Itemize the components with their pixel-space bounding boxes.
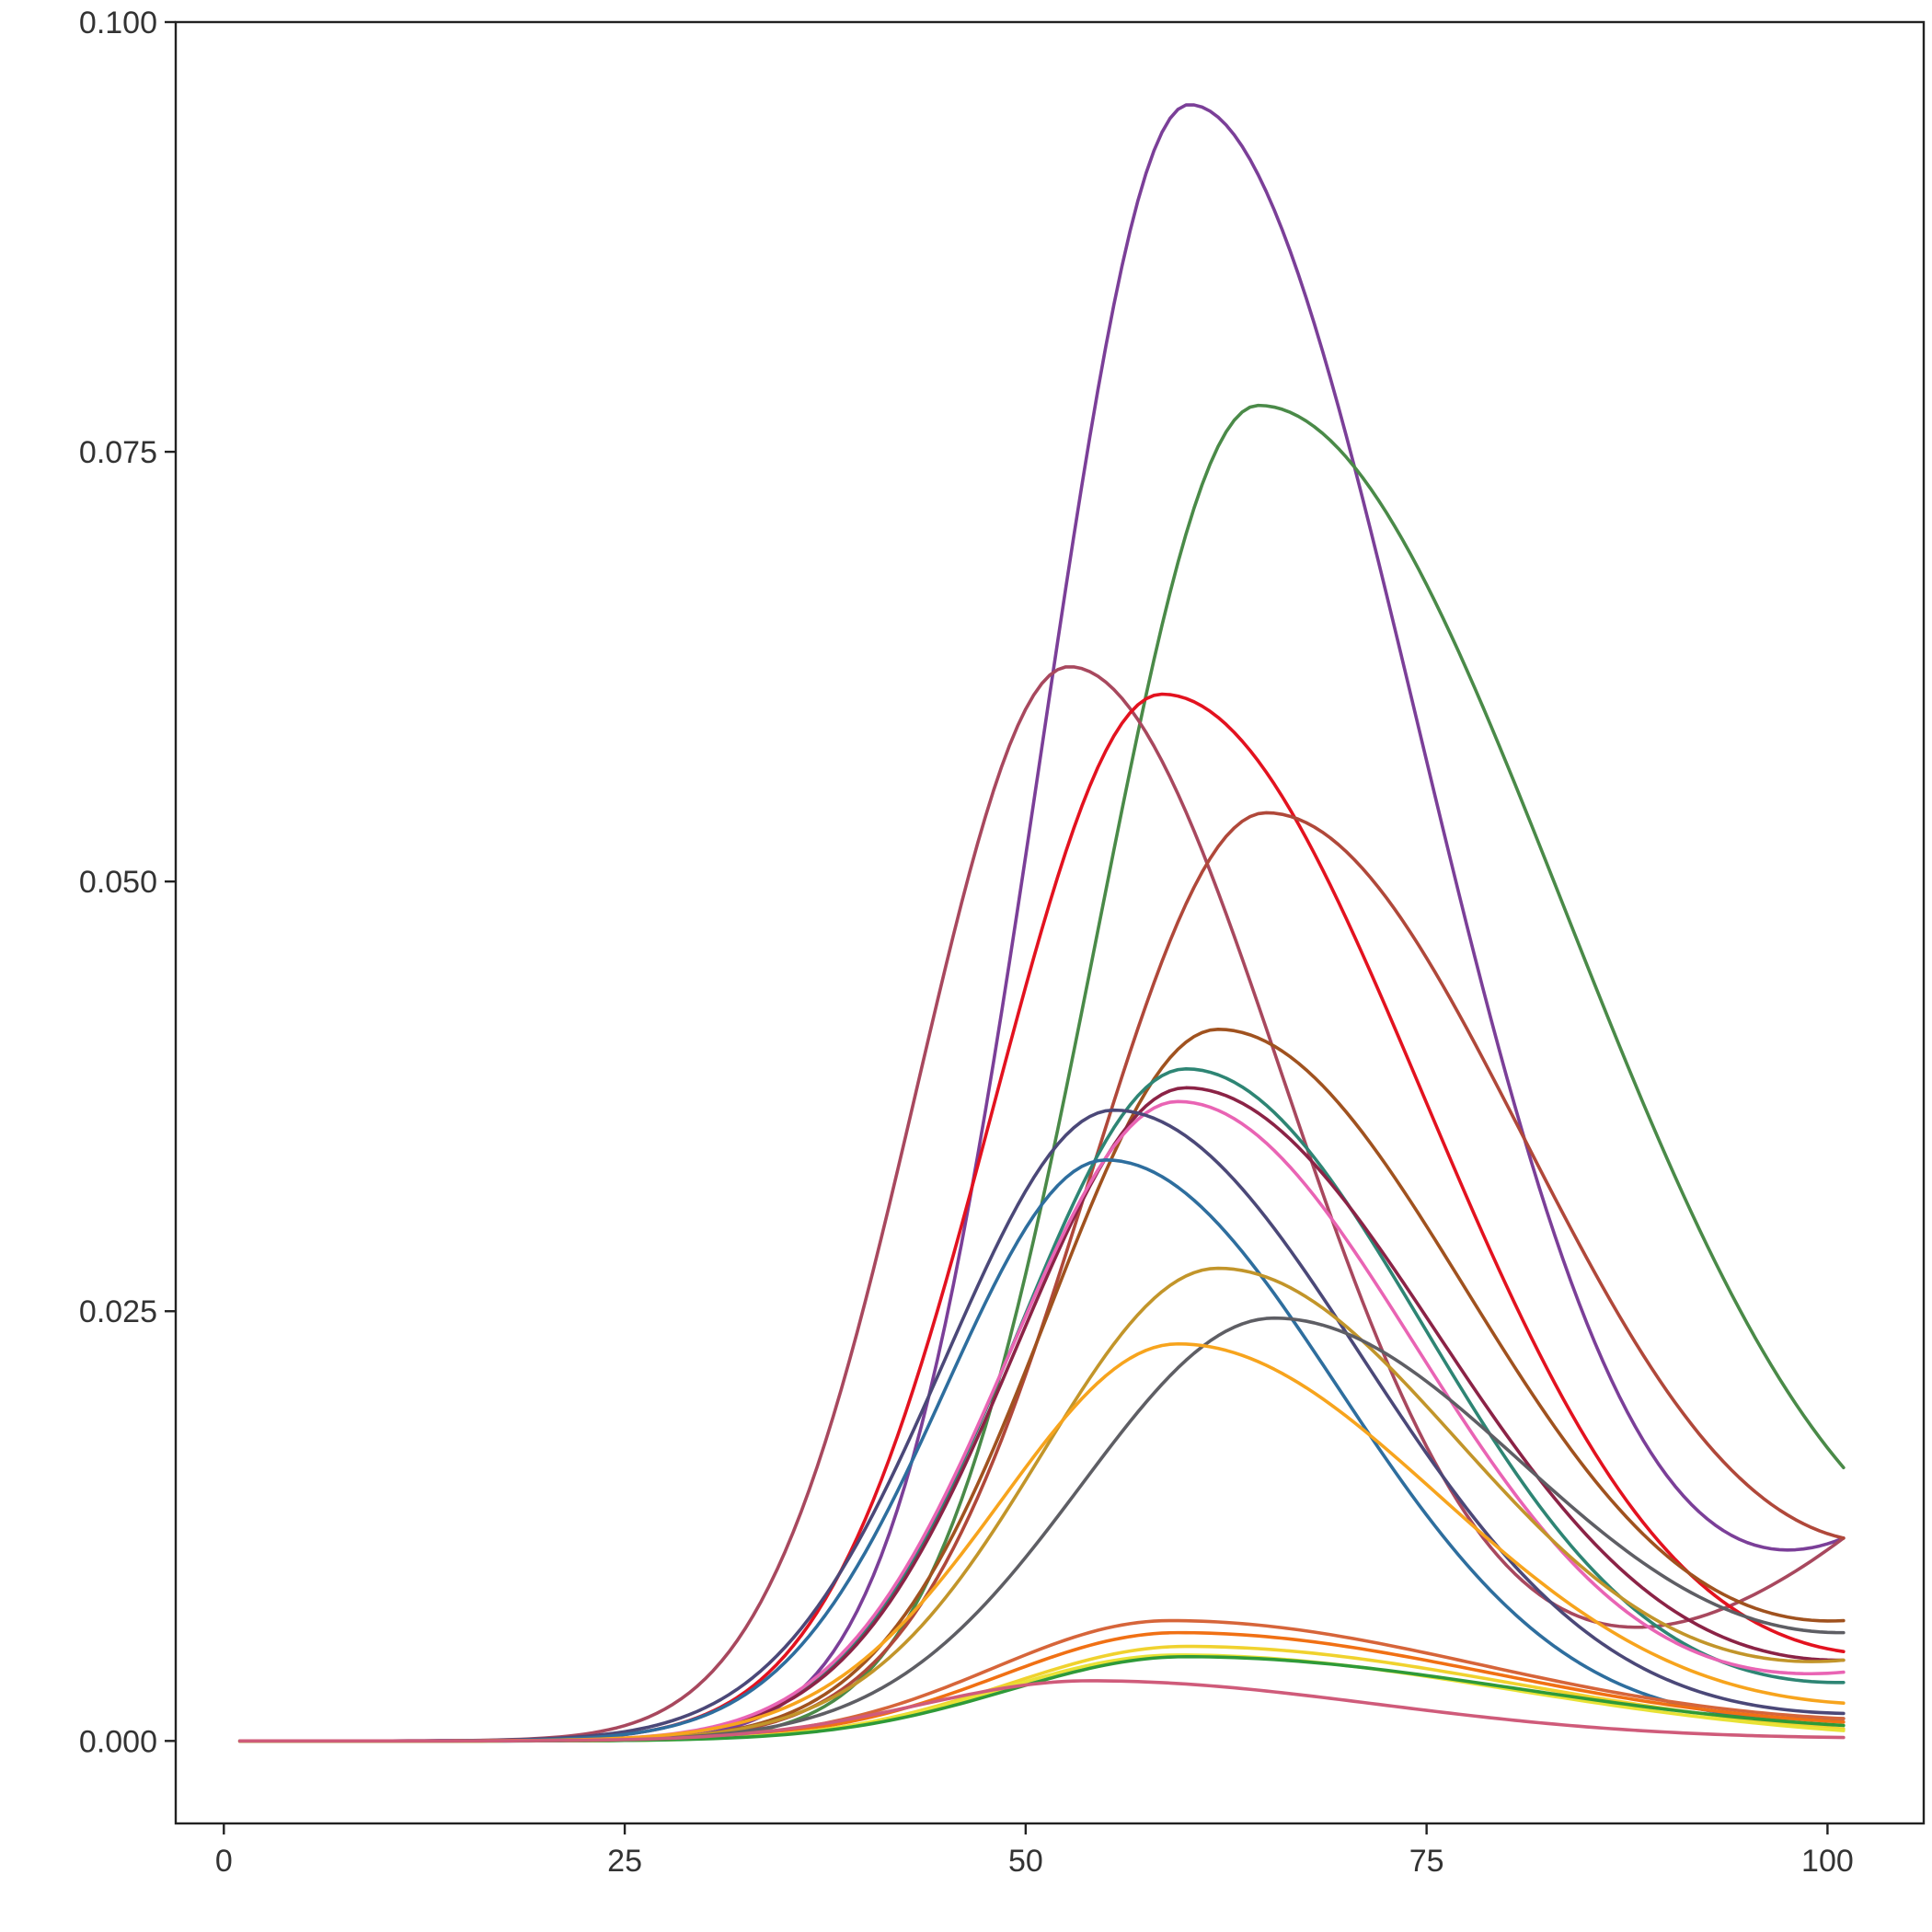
y-axis: 0.000 0.025 0.050 0.075 0.100	[79, 6, 176, 1759]
series-line-6	[237, 1028, 1846, 1743]
x-tick-label-5: 100	[1801, 1844, 1854, 1879]
series-line-1	[237, 103, 1846, 1743]
series-line-12	[237, 1266, 1846, 1743]
y-tick-label-4: 0.075	[79, 435, 157, 470]
y-tick-label-3: 0.050	[79, 865, 157, 900]
series-line-2	[237, 403, 1846, 1743]
x-axis: 0 25 50 75 100	[215, 1823, 1854, 1879]
series-line-11	[237, 1158, 1846, 1743]
y-tick-label-5: 0.100	[79, 6, 157, 40]
series-layer	[237, 103, 1846, 1743]
y-tick-label-1: 0.000	[79, 1724, 157, 1759]
x-tick-label-3: 50	[1008, 1844, 1043, 1879]
y-tick-label-2: 0.025	[79, 1294, 157, 1329]
series-line-20	[237, 1679, 1846, 1743]
x-tick-label-4: 75	[1409, 1844, 1444, 1879]
series-line-7	[237, 1067, 1846, 1743]
x-tick-label-1: 0	[215, 1844, 233, 1879]
x-tick-label-2: 25	[607, 1844, 642, 1879]
panel-border	[174, 20, 1926, 1825]
